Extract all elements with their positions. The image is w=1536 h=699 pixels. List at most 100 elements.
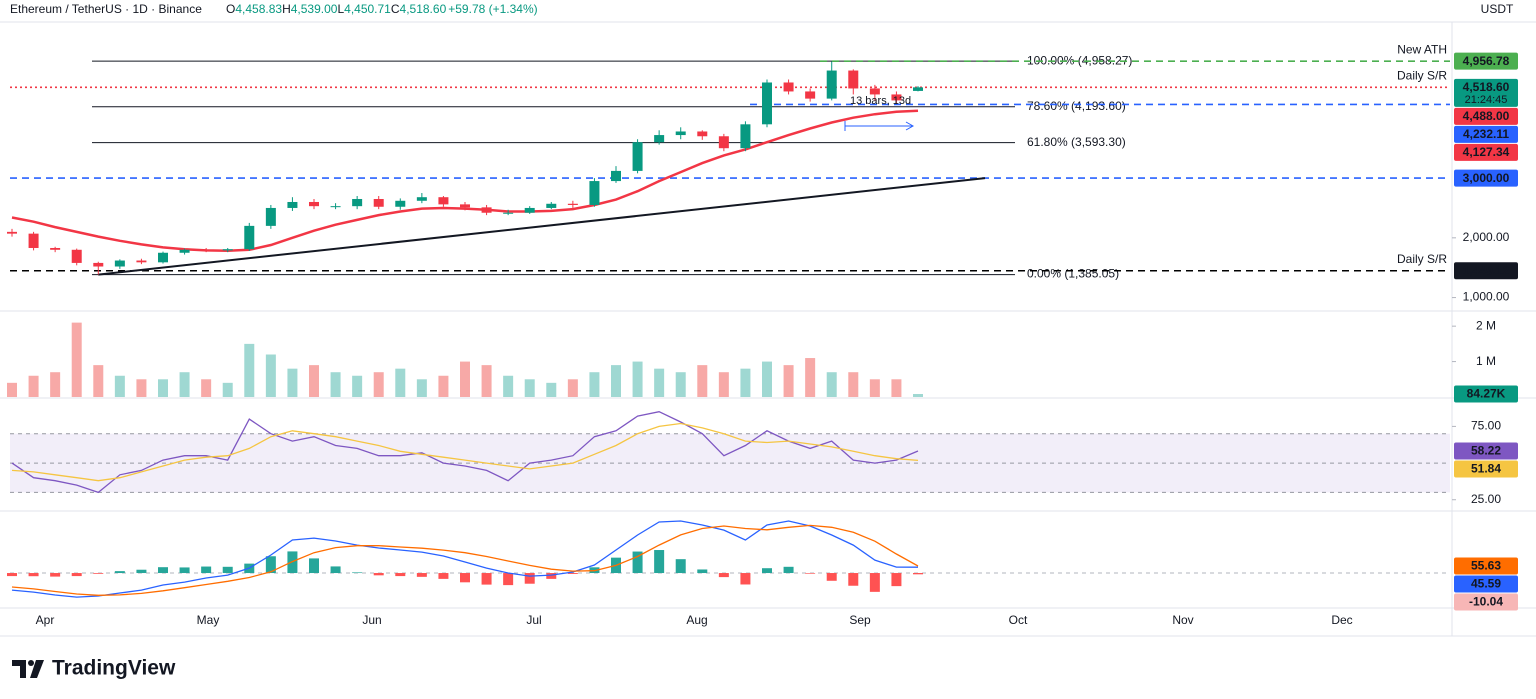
volume-bar xyxy=(891,379,902,397)
histogram-bar xyxy=(136,569,147,574)
candle-body xyxy=(287,201,298,208)
volume-bar xyxy=(762,361,772,397)
candle-body xyxy=(395,200,406,207)
candle-body xyxy=(201,249,212,251)
candle-body xyxy=(611,170,621,182)
volume-bar xyxy=(481,365,492,397)
ohlc-value: 4,539.00 xyxy=(291,2,338,16)
volume-bar xyxy=(7,382,17,397)
candle-body xyxy=(438,197,449,205)
ohlc-key: O xyxy=(226,2,235,16)
histogram-bar xyxy=(503,573,514,586)
histogram-bar xyxy=(309,558,319,574)
price-tag-label: 58.22 xyxy=(1471,444,1501,458)
series-line xyxy=(11,422,919,482)
volume-bar xyxy=(28,375,39,397)
histogram-bar xyxy=(913,573,923,575)
candle-body xyxy=(697,131,708,137)
ohlc-value: 4,450.71 xyxy=(344,2,391,16)
ohlc: O4,458.83H4,539.00L4,450.71C4,518.60 +59.… xyxy=(226,2,538,16)
histogram-bar xyxy=(783,566,794,574)
price-tag xyxy=(1454,107,1518,125)
histogram-bar xyxy=(179,567,190,574)
candle-body xyxy=(632,142,643,171)
price-tag xyxy=(1454,460,1518,478)
price-tag xyxy=(1454,385,1518,403)
histogram-bar xyxy=(7,573,17,577)
price-tag xyxy=(1454,169,1518,187)
volume-bar xyxy=(136,379,147,397)
brand: TradingView xyxy=(52,657,176,680)
fib-label: 61.80% (3,593.30) xyxy=(1027,135,1126,149)
price-tag-label: 45.59 xyxy=(1471,577,1501,591)
volume-bar xyxy=(71,322,82,397)
volume-bar xyxy=(611,365,621,397)
candle-body xyxy=(373,198,384,207)
price-tag xyxy=(1454,262,1518,280)
histogram-bar xyxy=(869,573,880,592)
price-tag-label: 4,956.78 xyxy=(1463,54,1510,68)
volume-bar xyxy=(913,394,923,397)
histogram-bar xyxy=(158,567,168,574)
candle-body xyxy=(805,91,816,99)
histogram-bar xyxy=(718,573,729,578)
change: +59.78 (+1.34%) xyxy=(448,2,537,16)
logo: TradingView xyxy=(12,657,176,680)
volume-bar xyxy=(50,372,61,397)
header: Ethereum / TetherUS · 1D · Binance USDT xyxy=(10,2,1514,16)
trendline xyxy=(98,177,986,276)
ohlc-key: L xyxy=(337,2,344,16)
y-tick-label: 2 M xyxy=(1476,318,1496,332)
volume-bar xyxy=(330,372,341,397)
x-tick-label: Sep xyxy=(849,613,871,627)
ohlc-key: H xyxy=(282,2,291,16)
candle-body xyxy=(524,207,535,213)
candle-body xyxy=(740,124,751,149)
price-tag xyxy=(1454,143,1518,161)
volume-bar xyxy=(632,361,643,397)
price-tag-label: 4,518.60 xyxy=(1463,80,1510,94)
histogram-bar xyxy=(826,573,837,581)
candle-body xyxy=(675,131,686,136)
price-tag-label: -10.04 xyxy=(1469,595,1503,609)
volume-bar xyxy=(460,361,470,397)
volume-bar xyxy=(287,368,298,397)
price-tag-sublabel: 21:24:45 xyxy=(1465,94,1508,106)
candle-body xyxy=(762,82,772,125)
volume-bar xyxy=(265,354,276,397)
histogram-bar xyxy=(524,573,535,584)
candle-body xyxy=(567,203,578,205)
volume-bar xyxy=(869,379,880,397)
price-tag-label: 84.27K xyxy=(1467,387,1506,401)
candle-body xyxy=(222,249,233,251)
price-tag xyxy=(1454,575,1518,593)
level-label: New ATH xyxy=(1397,42,1447,56)
price-tag-label: 4,232.11 xyxy=(1463,127,1509,141)
x-tick-label: May xyxy=(197,613,220,627)
x-tick-label: Nov xyxy=(1172,613,1193,627)
candle-body xyxy=(93,262,104,267)
histogram-bar xyxy=(71,573,82,577)
y-tick-label: 1,000.00 xyxy=(1463,290,1510,304)
series-line xyxy=(11,411,919,494)
candle-body xyxy=(7,231,17,234)
volume-bar xyxy=(740,368,751,397)
candle-body xyxy=(481,207,492,213)
histogram-bar xyxy=(352,572,363,574)
volume-bar xyxy=(675,372,686,397)
volume-bar xyxy=(93,365,104,397)
histogram-bar xyxy=(416,573,427,577)
price-tag xyxy=(1454,125,1518,143)
candle-body xyxy=(589,181,600,205)
candle-body xyxy=(309,201,319,207)
histogram-bar xyxy=(395,573,406,577)
fib-label: 100.00% (4,958.27) xyxy=(1027,53,1132,67)
candle-body xyxy=(718,136,729,149)
currency: USDT xyxy=(1481,2,1514,16)
candle-body xyxy=(913,87,923,91)
ohlc-key: C xyxy=(391,2,400,16)
candle-body xyxy=(50,247,61,250)
volume-bar xyxy=(222,382,233,397)
